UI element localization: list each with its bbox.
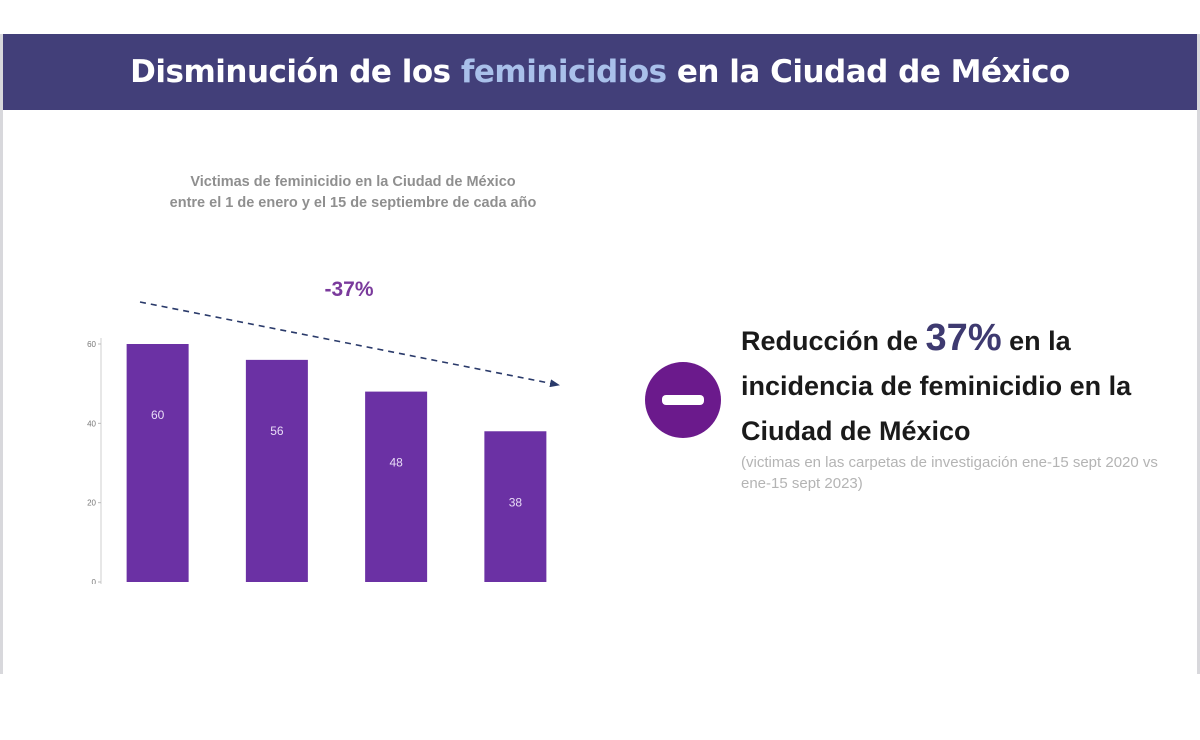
headline-prefix: Reducción de: [741, 326, 919, 356]
bar: [126, 344, 189, 582]
header-banner: Disminución de los feminicidios en la Ci…: [3, 34, 1197, 110]
bar-value-label: 60: [151, 408, 165, 422]
bar: [245, 359, 308, 582]
footnote: (victimas en las carpetas de investigaci…: [741, 454, 1158, 492]
trend-arrow: [139, 301, 560, 388]
bar-value-label: 48: [389, 456, 403, 470]
y-tick-label: 20: [87, 499, 96, 508]
chart-subtitle-line-1: Victimas de feminicidio en la Ciudad de …: [190, 174, 516, 190]
y-tick-label: 40: [87, 419, 96, 428]
trend-annotation: -37%: [324, 278, 373, 301]
chart-subtitle-line-2: entre el 1 de enero y el 15 de septiembr…: [169, 195, 537, 211]
bar: [365, 391, 428, 582]
headline: Reducción de 37% en la incidencia de fem…: [741, 316, 1181, 454]
title-text: Disminución de los: [130, 54, 451, 90]
title-highlight: feminicidios: [460, 54, 667, 90]
headline-suffix: en la incidencia de feminicidio en la Ci…: [741, 326, 1132, 446]
bar-value-label: 56: [270, 424, 284, 438]
headline-percent: 37%: [925, 317, 1002, 359]
y-tick-label: 60: [87, 340, 96, 349]
minus-badge: [645, 362, 721, 438]
title-text-end: en la Ciudad de México: [676, 54, 1070, 90]
bar: [484, 431, 547, 582]
bar-value-label: 38: [509, 495, 523, 509]
chart-subtitle: Victimas de feminicidio en la Ciudad de …: [113, 172, 593, 214]
minus-icon: [662, 395, 704, 405]
y-tick-label: 0: [92, 578, 97, 584]
slide: Disminución de los feminicidios en la Ci…: [0, 34, 1200, 674]
